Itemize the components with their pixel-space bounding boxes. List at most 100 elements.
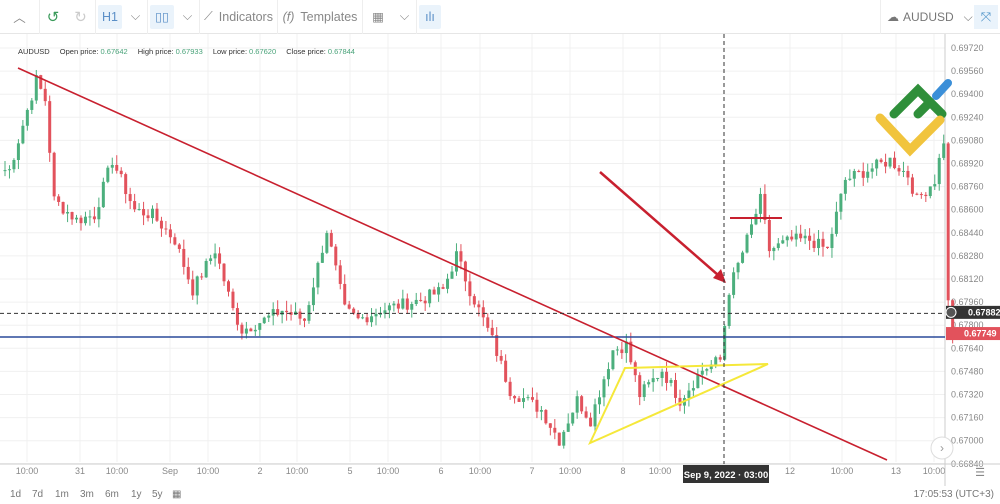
candle-body xyxy=(267,315,271,318)
candle-body xyxy=(535,399,539,412)
calendar-dropdown[interactable]: ⌵ xyxy=(393,0,417,34)
candle-body xyxy=(843,179,847,194)
candle-body xyxy=(258,323,262,330)
toolbar: ︿ ↺ ↻ H1 ⌵ ▯▯ ⌵ ⟋ Indicators (f) Templates… xyxy=(0,0,1000,34)
candle-body xyxy=(52,152,56,197)
candle-body xyxy=(866,171,870,178)
time-tick-label: 7 xyxy=(529,466,534,476)
chevron-down-icon: ⌵ xyxy=(182,9,193,23)
range-1m[interactable]: 1m xyxy=(55,489,69,500)
candle-body xyxy=(919,194,923,196)
fullscreen-button[interactable]: ⤧ xyxy=(974,5,998,29)
candle-body xyxy=(428,289,432,304)
candle-body xyxy=(338,265,342,284)
bottom-bar: 1d 7d 1m 3m 6m 1y 5y ▦ 17:05:53 (UTC+3) xyxy=(0,486,1000,504)
logo-green-inner xyxy=(913,97,935,119)
candle-body xyxy=(271,309,275,316)
candle-body xyxy=(213,253,217,259)
candle-body xyxy=(893,157,897,169)
date-range-calendar-icon[interactable]: ▦ xyxy=(172,489,182,500)
candle-body xyxy=(285,310,289,313)
candle-body xyxy=(146,215,150,219)
price-tick-label: 0.69080 xyxy=(951,135,984,145)
redo-button[interactable]: ↻ xyxy=(66,0,96,34)
candle-body xyxy=(566,423,570,432)
candle-body xyxy=(557,432,561,446)
logo xyxy=(875,79,952,157)
range-1y[interactable]: 1y xyxy=(131,489,142,500)
trend-line xyxy=(17,67,888,461)
candle-body xyxy=(879,159,883,162)
chart-type-button[interactable]: ▯▯ xyxy=(150,4,174,29)
symbol-selector[interactable]: ☁ AUDUSD ⌵ xyxy=(880,0,973,34)
arrow-head xyxy=(713,269,726,283)
time-tick-label: 10:00 xyxy=(377,466,400,476)
candle-body xyxy=(280,310,284,315)
candle-body xyxy=(298,311,302,319)
price-tick-label: 0.67960 xyxy=(951,297,984,307)
templates-button[interactable]: (f) Templates xyxy=(278,0,363,34)
interval-button[interactable]: H1 xyxy=(98,4,122,29)
candle-body xyxy=(316,262,320,288)
logo-blue xyxy=(932,79,952,100)
candle-body xyxy=(901,170,905,172)
candle-body xyxy=(575,396,579,413)
range-3m[interactable]: 3m xyxy=(80,489,94,500)
price-chart[interactable]: 0.69720 0.69560 0.69400 0.69240 0.69080 0.689… xyxy=(0,34,1000,486)
candles-icon: ▯▯ xyxy=(155,10,169,24)
triangle-pattern xyxy=(587,363,769,445)
price-tick-label: 0.67640 xyxy=(951,343,984,353)
undo-button[interactable]: ↺ xyxy=(40,0,66,34)
calendar-button[interactable]: ▦ xyxy=(363,0,393,34)
candle-body xyxy=(665,371,669,383)
candle-body xyxy=(669,380,673,383)
interval-dropdown[interactable]: ⌵ xyxy=(124,0,148,34)
range-1d[interactable]: 1d xyxy=(10,489,22,500)
price-tick-label: 0.67320 xyxy=(951,390,984,400)
time-tick-label: 5 xyxy=(347,466,352,476)
candle-body xyxy=(928,186,932,197)
candle-body xyxy=(133,201,137,210)
candle-body xyxy=(745,234,749,253)
time-tick-label: 10:00 xyxy=(286,466,309,476)
candle-body xyxy=(401,298,405,309)
candle-body xyxy=(25,109,29,126)
chart-type-dropdown[interactable]: ⌵ xyxy=(176,0,200,34)
indicators-button[interactable]: ⟋ Indicators xyxy=(200,0,278,34)
candle-body xyxy=(311,287,315,306)
indicators-icon: ⟋ xyxy=(204,9,213,23)
candle-body xyxy=(191,279,195,296)
candle-body xyxy=(821,238,825,247)
time-tick-label: 6 xyxy=(438,466,443,476)
candle-body xyxy=(946,143,950,301)
candle-body xyxy=(794,233,798,240)
price-tick-label: 0.69400 xyxy=(951,89,984,99)
candle-body xyxy=(571,412,575,424)
axis-settings-icon[interactable]: ☰ xyxy=(975,467,985,479)
candle-body xyxy=(817,238,821,249)
candle-body xyxy=(383,310,387,314)
indicators-label: Indicators xyxy=(218,9,273,24)
range-7d[interactable]: 7d xyxy=(32,489,44,500)
candle-body xyxy=(723,326,727,360)
candle-body xyxy=(450,271,454,279)
candle-body xyxy=(276,309,280,315)
candle-body xyxy=(66,211,70,214)
time-tick-label: 10:00 xyxy=(559,466,582,476)
collapse-button[interactable]: ︿ xyxy=(0,0,40,34)
time-tick-label: 10:00 xyxy=(469,466,492,476)
calendar-icon: ▦ xyxy=(372,10,384,24)
scroll-right-button[interactable] xyxy=(930,436,954,460)
candle-body xyxy=(718,357,722,360)
candle-body xyxy=(7,169,11,171)
last-price-label: 0.67749 xyxy=(964,329,997,339)
candle-body xyxy=(848,178,852,180)
candle-body xyxy=(347,304,351,309)
candle-body xyxy=(481,307,485,318)
range-5y[interactable]: 5y xyxy=(152,489,163,500)
candle-body xyxy=(763,193,767,220)
range-6m[interactable]: 6m xyxy=(105,489,119,500)
candle-body xyxy=(182,248,186,267)
volume-button[interactable]: ılı xyxy=(419,4,441,29)
candle-body xyxy=(48,101,52,153)
